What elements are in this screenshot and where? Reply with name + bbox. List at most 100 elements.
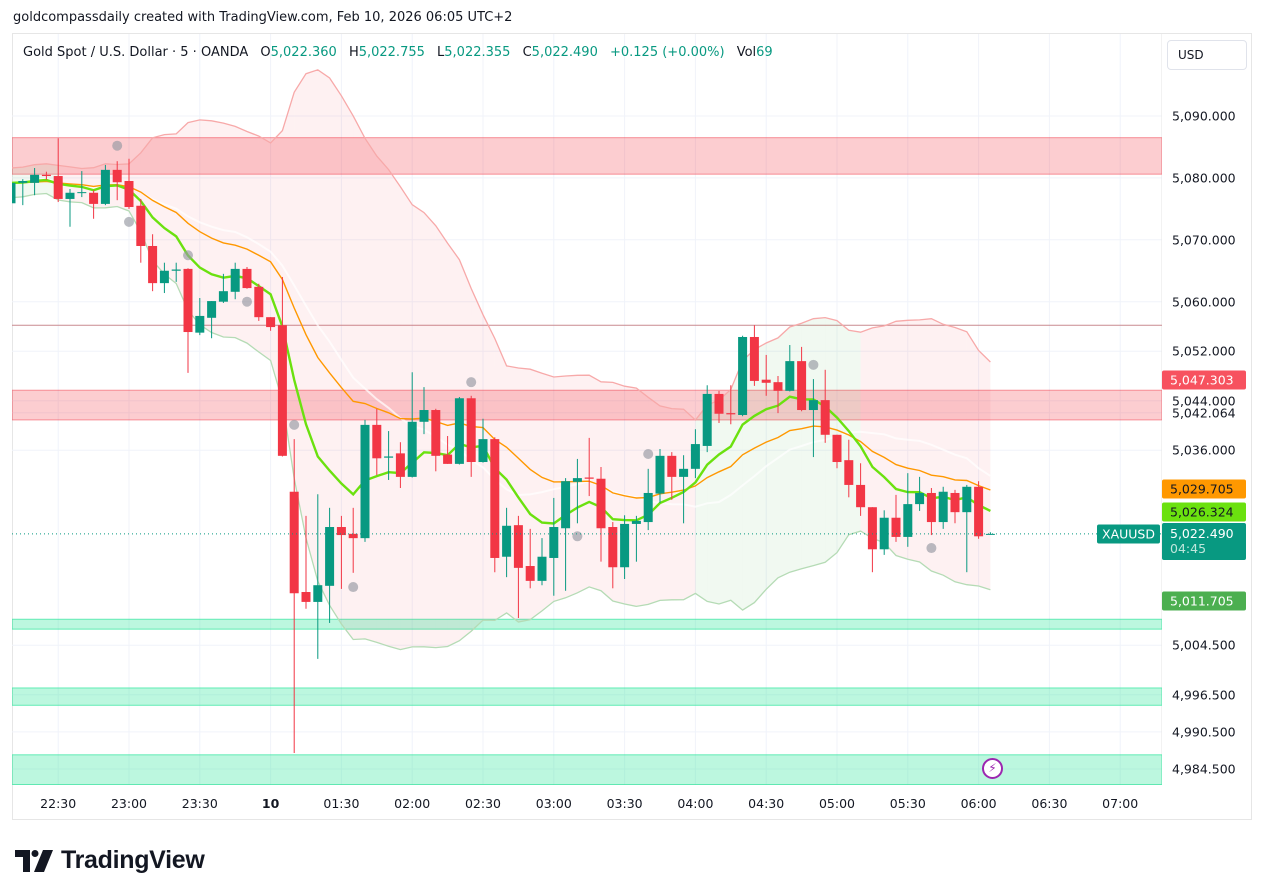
candle-body bbox=[631, 520, 641, 524]
price-tick-label: 4,996.500 bbox=[1172, 687, 1236, 703]
candle bbox=[679, 455, 689, 524]
candle bbox=[525, 528, 535, 589]
candle bbox=[230, 262, 240, 300]
low-label: L bbox=[437, 45, 445, 60]
pivot-marker bbox=[808, 359, 819, 370]
price-tick-label: 5,080.000 bbox=[1172, 170, 1236, 186]
candle bbox=[466, 395, 476, 477]
symbol-tag: XAUUSD bbox=[1097, 524, 1160, 544]
candle-body bbox=[820, 400, 830, 435]
candle-body bbox=[207, 301, 217, 318]
candle-body bbox=[667, 455, 677, 477]
candle bbox=[926, 488, 936, 536]
band-fill bbox=[376, 156, 389, 647]
chart-credit: goldcompassdaily created with TradingVie… bbox=[13, 10, 513, 25]
candle bbox=[18, 179, 28, 206]
candle-body bbox=[195, 315, 205, 333]
price-tick-label: 5,004.500 bbox=[1172, 637, 1236, 653]
candle-body bbox=[596, 478, 606, 529]
pivot-marker bbox=[112, 140, 123, 151]
currency-button[interactable]: USD bbox=[1167, 40, 1247, 70]
candle bbox=[65, 189, 75, 227]
price-tick-label: 4,990.500 bbox=[1172, 724, 1236, 740]
candle-body bbox=[431, 410, 441, 456]
candle bbox=[844, 439, 854, 498]
candle-body bbox=[502, 525, 512, 557]
candle bbox=[384, 431, 394, 480]
candle-body bbox=[620, 523, 630, 568]
change-value: +0.125 (+0.00%) bbox=[609, 45, 725, 60]
candle-body bbox=[655, 455, 665, 494]
time-tick-label: 01:30 bbox=[323, 796, 360, 811]
candle bbox=[915, 476, 925, 511]
candle bbox=[207, 301, 217, 339]
candle bbox=[431, 408, 441, 472]
lightning-icon[interactable]: ⚡︎ bbox=[982, 758, 1003, 779]
candle bbox=[325, 507, 335, 623]
price-tick-label: 5,060.000 bbox=[1172, 294, 1236, 310]
candle-body bbox=[171, 269, 181, 271]
candle bbox=[572, 458, 582, 524]
band-fill bbox=[754, 343, 767, 603]
candle-body bbox=[218, 291, 228, 302]
symbol-legend: Gold Spot / U.S. Dollar · 5 · OANDA O5,0… bbox=[23, 45, 773, 60]
candle bbox=[867, 507, 877, 573]
candle-body bbox=[844, 460, 854, 485]
pivot-marker bbox=[124, 216, 134, 227]
candle-body bbox=[643, 492, 653, 523]
candle-body bbox=[785, 361, 795, 391]
band-fill bbox=[176, 122, 188, 311]
candle bbox=[938, 486, 948, 529]
candle-body bbox=[443, 454, 453, 464]
candle bbox=[820, 369, 830, 443]
candle bbox=[655, 449, 665, 503]
candle bbox=[702, 385, 712, 453]
time-tick-label: 23:00 bbox=[110, 796, 148, 811]
candle-body bbox=[867, 507, 877, 550]
candle bbox=[183, 268, 193, 373]
time-tick-label: 05:00 bbox=[818, 796, 856, 811]
price-tick-label: 5,042.064 bbox=[1172, 405, 1236, 421]
candle-body bbox=[985, 533, 995, 535]
support-zone bbox=[12, 687, 1162, 706]
grid bbox=[12, 34, 1162, 785]
candle-body bbox=[974, 486, 984, 537]
band-fill bbox=[353, 115, 365, 640]
time-tick-label: 03:30 bbox=[606, 796, 643, 811]
candle-body bbox=[832, 434, 842, 463]
tradingview-logo-icon bbox=[15, 849, 53, 872]
candle-body bbox=[797, 361, 807, 411]
candle bbox=[667, 452, 677, 500]
lower-band-price-label: 5,011.705 bbox=[1162, 591, 1246, 611]
candle bbox=[502, 507, 512, 578]
pivot-marker bbox=[183, 250, 193, 261]
band-fill bbox=[199, 119, 212, 333]
candle bbox=[348, 507, 358, 573]
candle bbox=[148, 234, 158, 292]
candle-body bbox=[891, 517, 901, 537]
candle bbox=[808, 379, 818, 458]
time-tick-label: 04:00 bbox=[677, 796, 714, 811]
candle-body bbox=[159, 270, 169, 284]
support-zone bbox=[12, 618, 1162, 630]
high-label: H bbox=[348, 45, 359, 60]
candle bbox=[124, 158, 134, 209]
candle bbox=[277, 276, 287, 457]
time-tick-label: 04:30 bbox=[748, 796, 785, 811]
time-tick-label: 02:30 bbox=[464, 796, 502, 811]
candle-body bbox=[773, 382, 783, 391]
band-fill bbox=[294, 73, 306, 539]
price-tick-label: 5,036.000 bbox=[1172, 442, 1236, 458]
candle-body bbox=[608, 527, 618, 568]
candle-body bbox=[572, 478, 582, 482]
candle bbox=[254, 283, 264, 321]
candle-body bbox=[549, 527, 559, 558]
upper-band-price-label: 5,047.303 bbox=[1162, 370, 1246, 390]
open-value: 5,022.360 bbox=[270, 45, 337, 60]
candle bbox=[395, 442, 405, 489]
pivot-marker bbox=[466, 377, 477, 388]
candle bbox=[537, 538, 547, 586]
resistance-zone bbox=[12, 389, 1162, 421]
candle-body bbox=[950, 492, 960, 513]
